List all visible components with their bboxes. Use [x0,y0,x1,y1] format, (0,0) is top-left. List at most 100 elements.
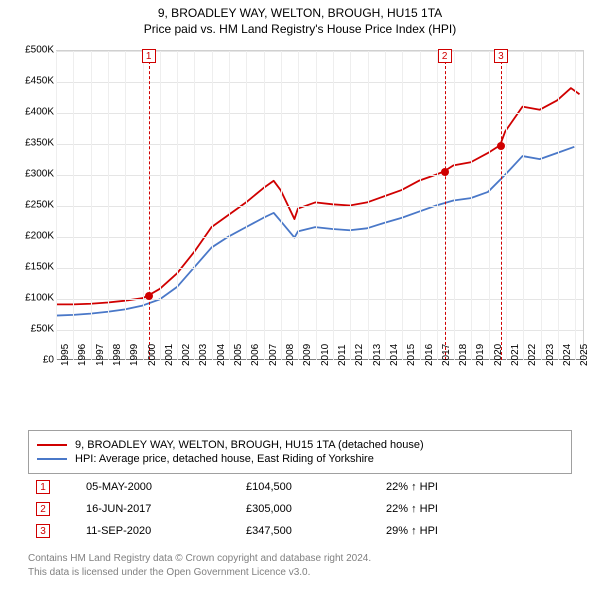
y-axis-label: £500K [25,45,54,56]
events-table: 105-MAY-2000£104,50022% ↑ HPI216-JUN-201… [28,476,572,542]
event-delta: 22% ↑ HPI [378,476,572,498]
event-badge-small: 3 [36,524,50,538]
x-axis-label: 2005 [233,344,244,366]
x-axis-label: 2006 [250,344,261,366]
x-axis-label: 1997 [95,344,106,366]
x-axis-label: 2021 [510,344,521,366]
event-delta: 22% ↑ HPI [378,498,572,520]
x-axis-label: 1995 [60,344,71,366]
gridline-v [73,51,74,360]
x-axis-label: 2011 [337,344,348,366]
event-date: 16-JUN-2017 [78,498,238,520]
event-badge-small: 1 [36,480,50,494]
gridline-h [56,237,583,238]
x-axis-label: 2013 [372,344,383,366]
legend-swatch [37,458,67,460]
gridline-h [56,175,583,176]
events-table-row: 2 16-JUN-2017£305,00022% ↑ HPI [28,498,572,520]
legend-item: HPI: Average price, detached house, East… [37,453,563,465]
event-badge-small: 2 [36,502,50,516]
event-dot [441,168,449,176]
gridline-v [281,51,282,360]
gridline-v [56,51,57,360]
events-table-row: 105-MAY-2000£104,50022% ↑ HPI [28,476,572,498]
gridline-v [298,51,299,360]
gridline-v [125,51,126,360]
gridline-v [454,51,455,360]
legend: 9, BROADLEY WAY, WELTON, BROUGH, HU15 1T… [28,430,572,474]
event-badge: 2 [438,49,452,63]
event-dot [497,142,505,150]
gridline-v [558,51,559,360]
event-badge: 3 [494,49,508,63]
event-price: £305,000 [238,498,378,520]
x-axis-label: 2024 [562,344,573,366]
gridline-h [56,299,583,300]
event-line [445,51,446,360]
x-axis-label: 2017 [441,344,452,366]
y-axis-label: £400K [25,107,54,118]
gridline-v [91,51,92,360]
events-table-row: 3 11-SEP-2020£347,50029% ↑ HPI [28,520,572,542]
event-date: 11-SEP-2020 [78,520,238,542]
x-axis-label: 2007 [268,344,279,366]
event-date: 05-MAY-2000 [78,476,238,498]
y-axis-label: £150K [25,262,54,273]
gridline-v [437,51,438,360]
x-axis-label: 2002 [181,344,192,366]
x-axis-label: 2020 [493,344,504,366]
gridline-v [177,51,178,360]
gridline-h [56,82,583,83]
event-line [501,51,502,360]
gridline-v [194,51,195,360]
gridline-h [56,206,583,207]
chart-title-block: 9, BROADLEY WAY, WELTON, BROUGH, HU15 1T… [0,0,600,36]
y-axis-label: £50K [31,324,54,335]
gridline-v [402,51,403,360]
x-axis-label: 2012 [354,344,365,366]
chart-title-main: 9, BROADLEY WAY, WELTON, BROUGH, HU15 1T… [0,6,600,20]
event-line [149,51,150,360]
x-axis-label: 2004 [216,344,227,366]
gridline-v [108,51,109,360]
gridline-v [264,51,265,360]
y-axis-label: £300K [25,169,54,180]
x-axis-label: 1998 [112,344,123,366]
y-axis-label: £450K [25,76,54,87]
gridline-v [316,51,317,360]
chart-title-sub: Price paid vs. HM Land Registry's House … [0,22,600,36]
plot-area: 1 2 3 [56,50,584,360]
x-axis-label: 2019 [475,344,486,366]
gridline-v [246,51,247,360]
event-badge: 1 [142,49,156,63]
gridline-v [160,51,161,360]
gridline-h [56,113,583,114]
gridline-v [471,51,472,360]
legend-label: HPI: Average price, detached house, East… [75,453,374,465]
gridline-v [506,51,507,360]
x-axis-label: 2010 [320,344,331,366]
gridline-v [143,51,144,360]
gridline-v [333,51,334,360]
legend-label: 9, BROADLEY WAY, WELTON, BROUGH, HU15 1T… [75,439,424,451]
x-axis-label: 2009 [302,344,313,366]
x-axis-label: 2001 [164,344,175,366]
y-axis-label: £200K [25,231,54,242]
legend-item: 9, BROADLEY WAY, WELTON, BROUGH, HU15 1T… [37,439,563,451]
legend-swatch [37,444,67,446]
gridline-v [489,51,490,360]
gridline-v [385,51,386,360]
attribution-line-2: This data is licensed under the Open Gov… [28,566,572,580]
x-axis-label: 2018 [458,344,469,366]
gridline-v [368,51,369,360]
gridline-v [229,51,230,360]
gridline-v [541,51,542,360]
event-price: £347,500 [238,520,378,542]
gridline-v [420,51,421,360]
gridline-v [212,51,213,360]
x-axis-label: 2016 [424,344,435,366]
attribution: Contains HM Land Registry data © Crown c… [28,552,572,579]
event-delta: 29% ↑ HPI [378,520,572,542]
chart-area: 123 £0£50K£100K£150K£200K£250K£300K£350K… [10,44,590,424]
gridline-v [350,51,351,360]
